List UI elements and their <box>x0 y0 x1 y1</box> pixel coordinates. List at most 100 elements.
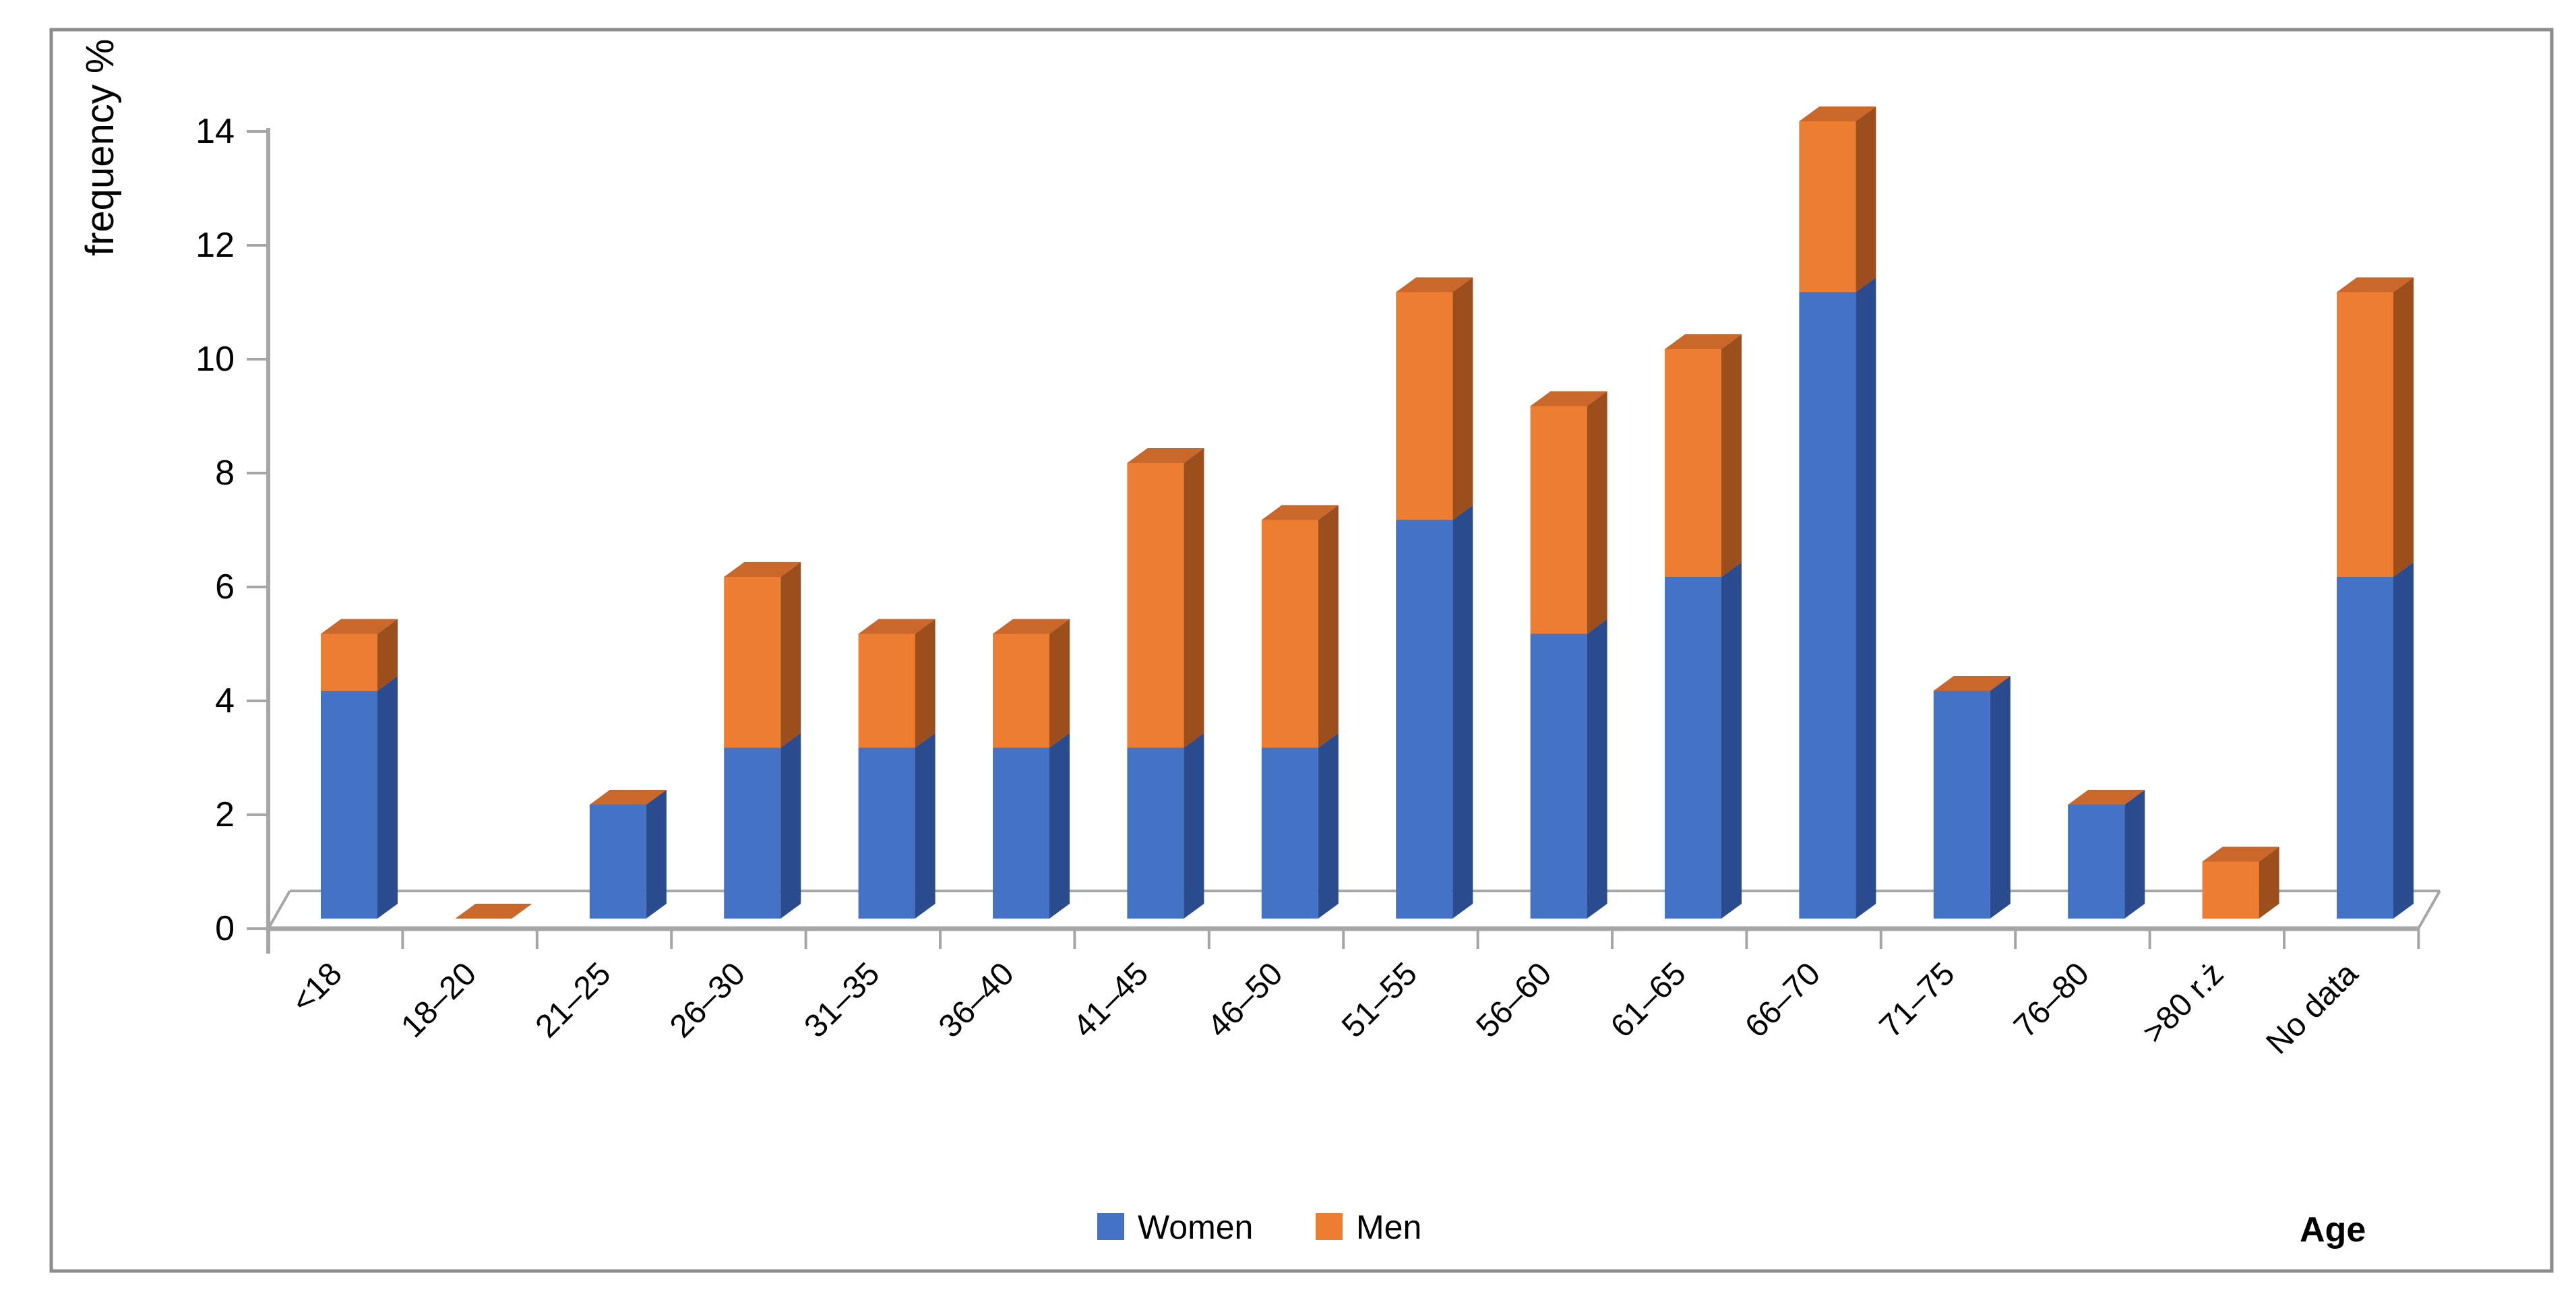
bar-0 <box>321 619 398 919</box>
bar-men-side <box>377 619 398 691</box>
bar-women-front <box>1530 633 1587 919</box>
bar-women-side <box>1990 676 2011 919</box>
bar-1 <box>455 904 532 919</box>
bar-4 <box>858 619 936 919</box>
bar-men-front <box>1665 349 1721 577</box>
bar-11 <box>1799 106 1876 919</box>
bar-6 <box>1127 448 1204 919</box>
bar-men-side <box>1049 619 1070 748</box>
x-label-0: <18 <box>285 956 349 1020</box>
bar-top-cap <box>1665 334 1742 349</box>
bar-women-front <box>589 805 646 919</box>
bar-3 <box>724 562 801 919</box>
bar-women-side <box>1721 562 1742 919</box>
bar-men-front <box>1127 463 1184 748</box>
x-label-15: No data <box>2259 956 2365 1061</box>
bar-top-cap <box>589 790 667 805</box>
bar-men-front <box>2202 861 2259 919</box>
bar-men-front <box>1530 406 1587 634</box>
bar-men-front <box>724 577 781 748</box>
bar-men-side <box>1587 391 1607 634</box>
legend: Women Men <box>1097 1208 1421 1246</box>
x-label-9: 56–60 <box>1470 956 1559 1045</box>
figure-border <box>49 28 2554 1273</box>
bar-13 <box>2068 790 2145 919</box>
bar-12 <box>1933 676 2011 919</box>
bar-top-cap <box>455 904 532 919</box>
bar-women-front <box>321 691 377 919</box>
bar-women-side <box>2124 790 2145 919</box>
bar-top-cap <box>1933 676 2011 691</box>
y-axis-title: frequency % <box>78 39 122 256</box>
bar-men-side <box>2393 277 2414 577</box>
bar-women-side <box>646 790 667 919</box>
y-tick-label-14: 14 <box>195 112 235 151</box>
bar-women-side <box>2393 562 2414 919</box>
x-axis-title: Age <box>2300 1210 2366 1249</box>
bar-women-side <box>780 733 801 919</box>
bar-top-cap <box>1127 448 1204 463</box>
bar-top-cap <box>2337 277 2414 292</box>
bar-women-front <box>1396 520 1453 919</box>
bar-women-front <box>993 747 1049 919</box>
bar-men-side <box>1856 106 1876 292</box>
bar-women-front <box>1127 747 1184 919</box>
x-label-7: 46–50 <box>1201 956 1290 1045</box>
bar-top-cap <box>1530 391 1607 406</box>
legend-swatch-women <box>1097 1213 1124 1240</box>
bar-men-front <box>1799 121 1856 292</box>
x-label-1: 18–20 <box>394 956 483 1045</box>
bar-top-cap <box>2202 846 2279 862</box>
bar-men-side <box>780 562 801 748</box>
bar-5 <box>993 619 1070 919</box>
x-label-12: 71–75 <box>1873 956 1962 1045</box>
floor-right-edge <box>2417 890 2441 929</box>
bar-women-front <box>858 747 915 919</box>
bar-men-side <box>2259 846 2279 919</box>
floor-left-edge <box>267 890 291 929</box>
bar-women-front <box>1799 292 1856 919</box>
bar-top-cap <box>1799 106 1876 121</box>
bar-men-front <box>1261 520 1318 748</box>
y-tick-label-10: 10 <box>195 340 235 379</box>
legend-label-men: Men <box>1356 1208 1421 1246</box>
bar-9 <box>1530 391 1607 919</box>
bar-2 <box>589 790 667 919</box>
y-tick-label-12: 12 <box>195 226 235 265</box>
bar-women-front <box>724 747 781 919</box>
bar-14 <box>2202 846 2279 919</box>
bar-top-cap <box>993 619 1070 634</box>
bar-10 <box>1665 334 1742 919</box>
y-tick-label-6: 6 <box>215 567 235 607</box>
bar-women-front <box>1933 691 1990 919</box>
x-label-2: 21–25 <box>529 956 618 1045</box>
bar-top-cap <box>858 619 936 634</box>
bar-7 <box>1261 505 1339 919</box>
bar-women-front <box>1665 577 1721 919</box>
bar-15 <box>2337 277 2414 919</box>
bar-top-cap <box>1396 277 1473 292</box>
bar-men-side <box>1721 334 1742 577</box>
bar-men-front <box>993 633 1049 748</box>
bar-top-cap <box>724 562 801 577</box>
x-label-8: 51–55 <box>1335 956 1424 1045</box>
bar-top-cap <box>321 619 398 634</box>
x-label-14: >80 r.ż <box>2136 956 2230 1050</box>
x-label-6: 41–45 <box>1066 956 1155 1045</box>
bar-women-side <box>1318 733 1339 919</box>
legend-label-women: Women <box>1138 1208 1253 1246</box>
bar-women-side <box>1184 733 1204 919</box>
bar-men-front <box>1396 292 1453 520</box>
bar-men-front <box>321 633 377 691</box>
x-label-5: 36–40 <box>932 956 1021 1045</box>
bar-women-front <box>2068 805 2125 919</box>
x-label-3: 26–30 <box>663 956 752 1045</box>
y-tick-label-4: 4 <box>215 681 235 720</box>
y-tick-label-8: 8 <box>215 454 235 493</box>
bar-women-side <box>1587 619 1607 919</box>
bar-men-side <box>915 619 936 748</box>
x-label-13: 76–80 <box>2007 956 2096 1045</box>
legend-swatch-men <box>1316 1213 1343 1240</box>
